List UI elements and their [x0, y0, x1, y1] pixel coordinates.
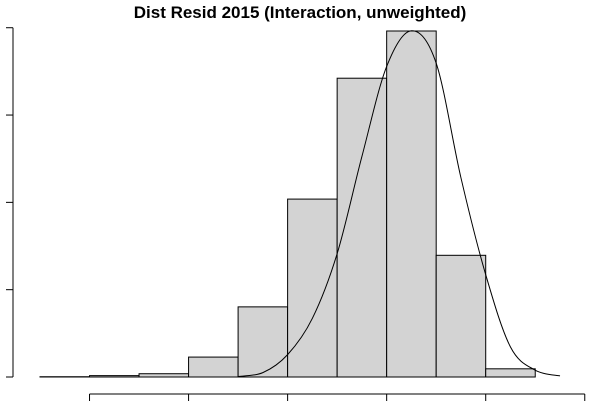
histogram-bar-5: [237, 306, 289, 378]
histogram-bar-8: [386, 30, 437, 378]
histogram-bar-7: [336, 77, 388, 378]
histogram-bar-6: [287, 198, 338, 378]
y-axis: [6, 27, 14, 378]
chart-title: Dist Resid 2015 (Interaction, unweighted…: [134, 3, 467, 22]
histogram-bar-4: [188, 356, 239, 378]
x-axis: [89, 393, 586, 401]
histogram-bar-9: [435, 254, 487, 378]
histogram-bar-10: [485, 368, 536, 378]
histogram-bars: [39, 30, 536, 378]
density-curve: [238, 30, 561, 377]
